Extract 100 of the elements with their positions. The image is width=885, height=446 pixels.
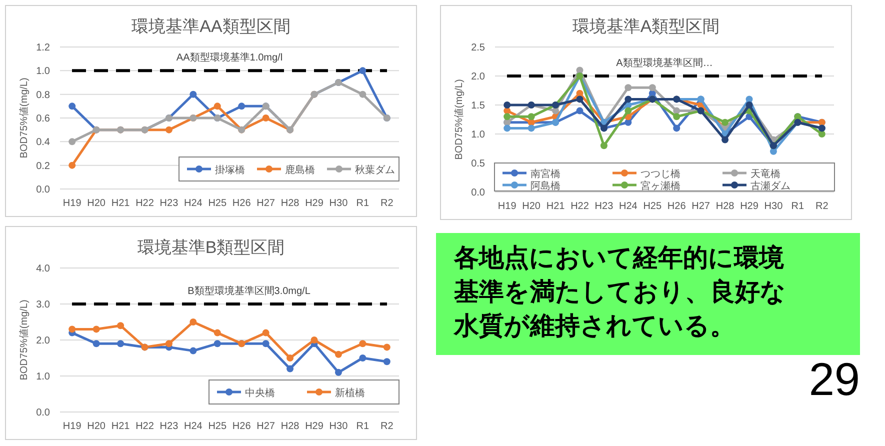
legend-label: 南宮橋	[530, 168, 560, 180]
x-tick-label: R1	[791, 201, 804, 212]
point	[504, 124, 511, 132]
x-tick-label: R2	[815, 201, 829, 212]
text: 29	[808, 352, 860, 406]
point	[624, 118, 632, 126]
point	[165, 340, 172, 348]
x-tick-label: H22	[136, 198, 154, 209]
point	[504, 102, 511, 108]
x-tick-label: H25	[208, 421, 227, 432]
point	[673, 113, 680, 120]
point	[117, 340, 124, 348]
point	[359, 354, 366, 362]
chart-title: 環境基準AA類型区間	[132, 17, 290, 36]
x-tick-label: H28	[280, 198, 300, 209]
x-tick-label: H22	[136, 421, 154, 432]
point	[504, 113, 511, 120]
point	[770, 148, 777, 155]
x-tick-label: H27	[256, 421, 276, 432]
x-tick-label: H30	[329, 198, 348, 209]
y-axis-title: BOD75%値(mg/L)	[18, 78, 30, 158]
legend-label: 新植橋	[335, 387, 365, 399]
point	[673, 124, 680, 132]
legend-label: 宮ヶ瀬橋	[640, 180, 680, 192]
y-axis-title: BOD75%値(mg/L)	[453, 79, 465, 160]
x-tick-label: H19	[62, 421, 82, 432]
x-tick-label: H30	[329, 421, 348, 432]
point	[214, 329, 221, 336]
point	[528, 113, 535, 120]
legend-label: 秋葉ダム	[355, 164, 395, 176]
x-tick-label: H24	[184, 421, 203, 432]
x-tick-label: H22	[570, 201, 590, 212]
x-tick-label: R2	[380, 421, 394, 432]
ref-line-label: B類型環境基準区間3.0mg/L	[188, 285, 311, 297]
x-tick-label: H19	[62, 198, 82, 209]
x-tick-label: H19	[498, 201, 517, 212]
point	[214, 102, 221, 110]
point	[624, 96, 632, 103]
point	[552, 107, 560, 114]
y-tick-label: 2.5	[471, 42, 486, 54]
x-tick-label: H29	[740, 201, 759, 212]
x-tick-label: H20	[87, 421, 106, 432]
x-tick-label: H29	[305, 421, 324, 432]
point	[238, 102, 246, 110]
point	[334, 350, 342, 358]
point	[190, 347, 197, 354]
x-tick-label: H23	[160, 198, 179, 209]
x-tick-label: H24	[619, 201, 638, 212]
x-tick-label: R1	[356, 421, 370, 432]
x-tick-label: H29	[305, 198, 324, 209]
y-tick-label: 0.0	[36, 184, 50, 196]
point	[624, 84, 632, 92]
point	[576, 90, 584, 97]
y-tick-label: 1.0	[471, 130, 486, 140]
point	[190, 318, 197, 326]
point	[190, 90, 197, 98]
text: 各地点において経年的に環境基準を満たしており、良好な水質が維持されている。	[454, 244, 786, 340]
x-tick-label: R2	[380, 198, 394, 209]
legend-label: 鹿島橋	[285, 164, 315, 176]
point	[68, 326, 76, 333]
x-tick-label: H21	[111, 198, 130, 209]
point	[68, 102, 76, 110]
x-tick-label: H27	[256, 198, 276, 209]
point	[310, 336, 318, 344]
point	[624, 107, 632, 114]
point	[359, 67, 366, 74]
x-tick-label: R1	[356, 198, 370, 209]
chart-title: 環境基準A類型区間	[572, 17, 720, 36]
point	[334, 368, 342, 376]
point	[722, 136, 729, 144]
point	[165, 126, 172, 134]
x-tick-label: H28	[280, 421, 300, 432]
point	[262, 329, 270, 336]
x-tick-label: H26	[667, 201, 686, 212]
x-tick-label: H27	[692, 201, 710, 212]
legend-label: 天竜橋	[750, 168, 780, 180]
x-tick-label: H26	[232, 421, 252, 432]
point	[383, 358, 390, 366]
x-tick-label: H23	[160, 421, 179, 432]
legend-label: 阿島橋	[530, 180, 560, 192]
ref-line-label: A類型環境基準区間…	[616, 57, 713, 69]
y-axis-title: BOD75%値(mg/L)	[18, 300, 30, 380]
y-tick-label: 1.5	[471, 100, 486, 112]
point	[818, 130, 826, 138]
y-tick-label: 0.2	[36, 160, 50, 172]
point	[359, 340, 366, 348]
point	[262, 114, 270, 122]
y-tick-label: 0.5	[471, 158, 486, 170]
y-tick-label: 0.0	[471, 188, 486, 198]
y-tick-label: 0.0	[36, 408, 50, 418]
point	[68, 138, 76, 146]
point	[117, 322, 124, 330]
y-tick-label: 1.0	[36, 372, 50, 382]
x-tick-label: H30	[764, 201, 784, 212]
y-tick-label: 0.6	[36, 114, 50, 124]
point	[576, 107, 584, 114]
point	[92, 340, 100, 348]
x-tick-label: H21	[111, 421, 130, 432]
legend-label: 掛塚橋	[215, 164, 245, 176]
y-tick-label: 4.0	[36, 264, 50, 274]
